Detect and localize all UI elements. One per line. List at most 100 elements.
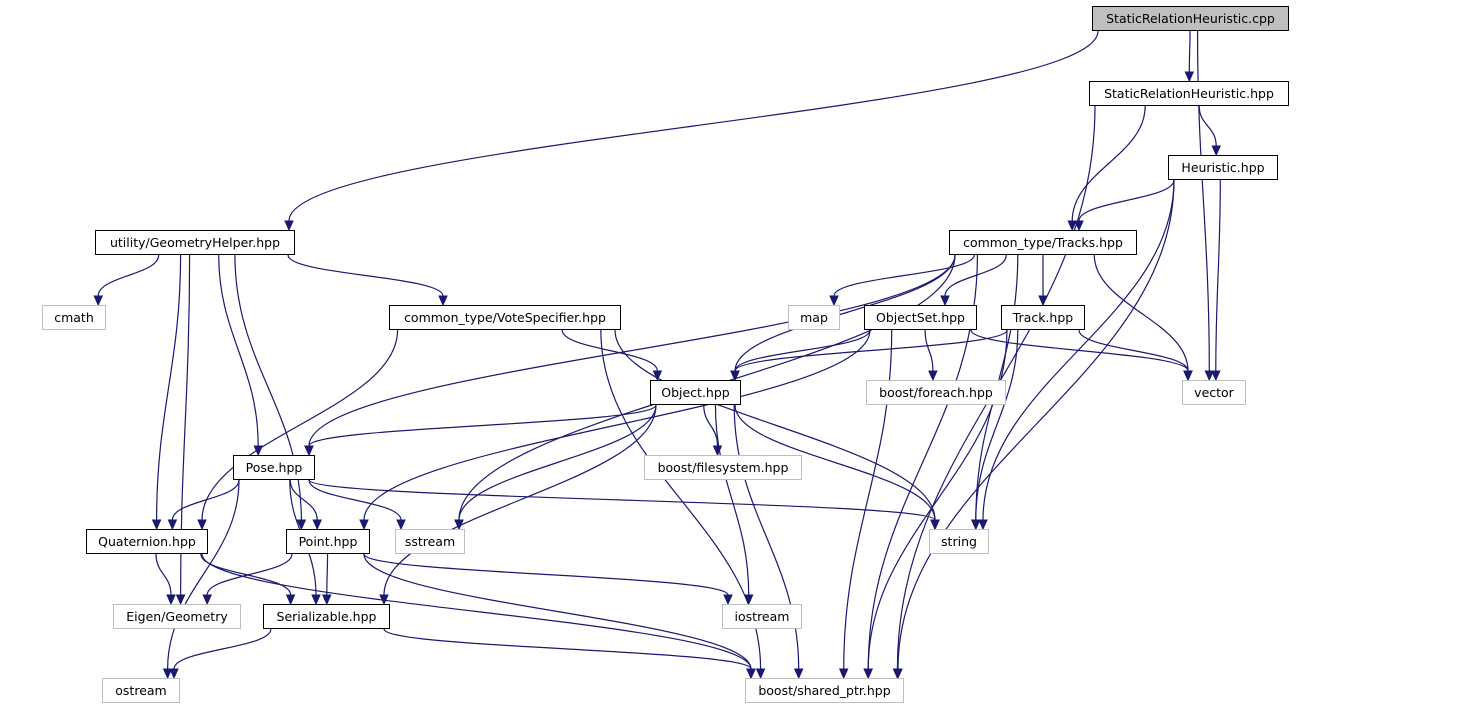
arrowhead-srh-to-heur — [1211, 145, 1221, 157]
arrowhead-vote-to-shptr — [755, 668, 766, 680]
edge-vote-to-quat — [201, 329, 399, 521]
arrowhead-heur-to-shptr — [893, 668, 903, 680]
edge-track-to-object — [734, 329, 1008, 372]
arrowhead-pose-to-serial — [311, 594, 321, 606]
edge-object-to-fs — [703, 404, 719, 447]
edge-tracks-to-vector — [1093, 254, 1189, 372]
arrowhead-pose-to-point — [312, 519, 322, 531]
arrowhead-objset-to-foreach — [928, 370, 938, 382]
arrowhead-geom-to-cmath — [93, 295, 103, 307]
arrowhead-object-to-iostream — [743, 594, 754, 606]
node-vote[interactable]: common_type/VoteSpecifier.hpp — [389, 305, 621, 330]
edge-object-to-pose — [308, 404, 657, 447]
edge-pose-to-point — [289, 479, 318, 521]
arrowhead-track-to-object — [730, 370, 740, 382]
node-shptr: boost/shared_ptr.hpp — [745, 678, 904, 703]
node-object[interactable]: Object.hpp — [650, 380, 741, 405]
arrowhead-pose-to-string — [930, 519, 940, 531]
arrowhead-track-to-shptr — [863, 668, 873, 680]
edge-pose-to-quat — [171, 479, 240, 521]
edge-object-to-sstream — [458, 404, 657, 521]
edge-geom-to-point — [234, 254, 302, 521]
edge-srh-to-tracks — [1071, 105, 1146, 222]
edge-geom-to-quat — [156, 254, 182, 521]
arrowhead-pose-to-quat — [167, 519, 178, 531]
node-heur[interactable]: Heuristic.hpp — [1168, 155, 1278, 180]
edge-tracks-to-objset — [944, 254, 1007, 297]
arrowhead-heur-to-tracks — [1074, 220, 1084, 232]
arrowhead-heur-to-vector — [1211, 370, 1221, 382]
arrowhead-object-to-shptr — [793, 668, 804, 680]
edge-srh-to-heur — [1198, 105, 1217, 147]
node-tracks[interactable]: common_type/Tracks.hpp — [949, 230, 1137, 255]
node-quat[interactable]: Quaternion.hpp — [86, 529, 208, 554]
edge-cpp-to-geom — [288, 30, 1099, 222]
node-track[interactable]: Track.hpp — [1001, 305, 1085, 330]
arrowhead-tracks-to-objset — [940, 295, 950, 307]
arrowhead-point-to-eigen — [202, 594, 212, 606]
arrowhead-point-to-serial — [322, 594, 332, 606]
edge-tracks-to-object — [734, 254, 956, 372]
edge-vote-to-string — [614, 329, 936, 521]
edge-object-to-iostream — [714, 404, 750, 596]
edge-cpp-to-srh — [1188, 30, 1191, 73]
arrowhead-vote-to-object — [652, 370, 663, 382]
node-point[interactable]: Point.hpp — [286, 529, 370, 554]
edge-tracks-to-map — [833, 254, 975, 297]
arrowhead-geom-to-point — [296, 519, 307, 531]
node-serial[interactable]: Serializable.hpp — [263, 604, 390, 629]
edge-serial-to-shptr — [383, 628, 752, 670]
edge-object-to-serial — [383, 404, 657, 596]
arrowhead-track-to-vector — [1183, 370, 1193, 382]
edge-objset-to-foreach — [924, 329, 934, 372]
arrowhead-pose-to-ostream — [162, 668, 173, 680]
node-cpp[interactable]: StaticRelationHeuristic.cpp — [1092, 6, 1289, 31]
edge-object-to-string — [734, 404, 936, 521]
edge-point-to-serial — [326, 553, 329, 596]
node-ostream: ostream — [102, 678, 180, 703]
arrowhead-quat-to-eigen — [166, 594, 176, 606]
arrowhead-object-to-pose — [304, 445, 314, 457]
arrowhead-track-to-string — [971, 519, 981, 531]
node-pose[interactable]: Pose.hpp — [233, 455, 315, 480]
edge-pose-to-ostream — [167, 479, 240, 670]
arrowhead-geom-to-eigen — [175, 594, 186, 606]
node-foreach: boost/foreach.hpp — [866, 380, 1006, 405]
edge-quat-to-shptr — [201, 553, 752, 670]
node-map: map — [788, 305, 840, 330]
edge-geom-to-pose — [218, 254, 259, 447]
edge-vote-to-object — [561, 329, 658, 372]
edge-geom-to-vote — [287, 254, 444, 297]
node-vector: vector — [1182, 380, 1246, 405]
arrowhead-geom-to-vote — [438, 295, 448, 307]
arrowhead-cpp-to-srh — [1184, 71, 1195, 83]
edge-track-to-vector — [1078, 329, 1189, 372]
arrowhead-serial-to-shptr — [746, 668, 756, 680]
arrowhead-geom-to-quat — [151, 519, 162, 531]
node-string: string — [929, 529, 989, 554]
edge-track-to-string — [975, 329, 1019, 521]
edge-heur-to-shptr — [897, 179, 1175, 670]
node-objset[interactable]: ObjectSet.hpp — [864, 305, 977, 330]
arrowhead-cpp-to-vector — [1204, 370, 1215, 382]
edge-quat-to-serial — [200, 553, 292, 596]
edge-point-to-eigen — [206, 553, 293, 596]
node-geom[interactable]: utility/GeometryHelper.hpp — [95, 230, 295, 255]
edge-heur-to-tracks — [1078, 179, 1175, 222]
arrowhead-serial-to-ostream — [169, 668, 179, 680]
edge-point-to-shptr — [363, 553, 752, 670]
arrowhead-cpp-to-geom — [284, 220, 294, 232]
arrowhead-point-to-iostream — [723, 594, 733, 606]
node-srh[interactable]: StaticRelationHeuristic.hpp — [1089, 81, 1289, 106]
arrowhead-pose-to-sstream — [396, 519, 406, 531]
edge-objset-to-vector — [970, 329, 1189, 372]
arrowhead-tracks-to-map — [829, 295, 839, 307]
edge-object-to-shptr — [733, 404, 800, 670]
node-eigen: Eigen/Geometry — [113, 604, 241, 629]
edge-objset-to-point — [363, 329, 871, 521]
edge-pose-to-sstream — [308, 479, 402, 521]
arrowhead-srh-to-tracks — [1067, 220, 1077, 232]
edge-quat-to-eigen — [155, 553, 172, 596]
